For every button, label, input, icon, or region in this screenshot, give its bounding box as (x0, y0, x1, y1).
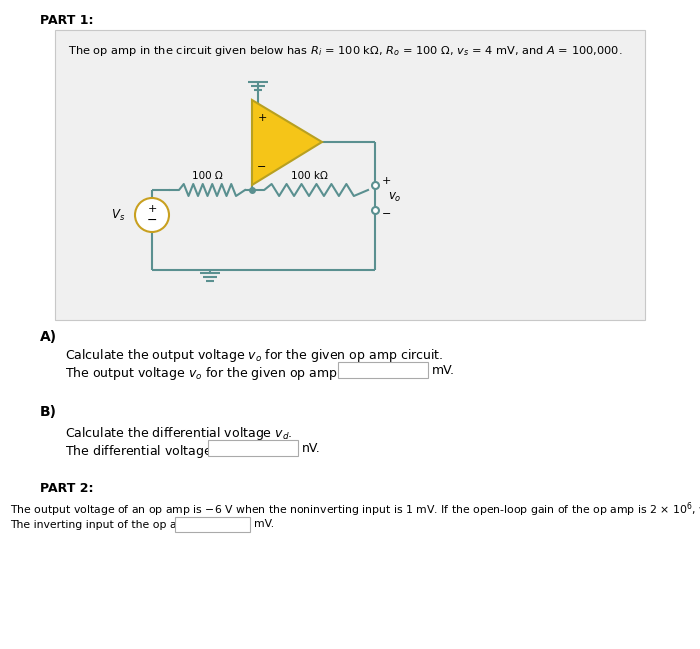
Text: −: − (382, 209, 391, 219)
Text: The inverting input of the op amp is: The inverting input of the op amp is (10, 520, 206, 530)
Bar (55, 30, 645, 320)
Text: −: − (147, 214, 158, 227)
Text: B): B) (40, 405, 57, 419)
Text: +: + (147, 204, 157, 214)
Text: A): A) (40, 330, 57, 344)
Text: +: + (258, 113, 267, 123)
Text: 100 kΩ: 100 kΩ (290, 171, 328, 181)
Text: nV.: nV. (302, 441, 321, 454)
Text: 100 Ω: 100 Ω (192, 171, 223, 181)
Text: mV.: mV. (254, 519, 274, 529)
Text: mV.: mV. (432, 363, 455, 376)
Text: Calculate the output voltage $v_o$ for the given op amp circuit.: Calculate the output voltage $v_o$ for t… (65, 347, 443, 364)
Text: PART 2:: PART 2: (40, 482, 94, 495)
Text: +: + (382, 176, 391, 186)
Circle shape (135, 198, 169, 232)
Bar (175, 517, 250, 532)
Text: The output voltage $v_o$ for the given op amp circuit is: The output voltage $v_o$ for the given o… (65, 365, 395, 382)
Text: The output voltage of an op amp is −6 V when the noninverting input is 1 mV. If : The output voltage of an op amp is −6 V … (10, 500, 700, 519)
Text: Calculate the differential voltage $v_d$.: Calculate the differential voltage $v_d$… (65, 425, 293, 442)
Text: −: − (258, 162, 267, 172)
Text: PART 1:: PART 1: (40, 14, 94, 27)
Polygon shape (252, 100, 322, 185)
Text: The differential voltage $v_d$ is: The differential voltage $v_d$ is (65, 443, 244, 460)
Bar (338, 362, 428, 378)
Text: $V_s$: $V_s$ (111, 208, 125, 223)
Bar (208, 440, 298, 456)
Text: The op amp in the circuit given below has $R_i$ = 100 kΩ, $R_o$ = 100 Ω, $v_s$ =: The op amp in the circuit given below ha… (68, 44, 622, 58)
Text: $v_o$: $v_o$ (388, 190, 402, 204)
